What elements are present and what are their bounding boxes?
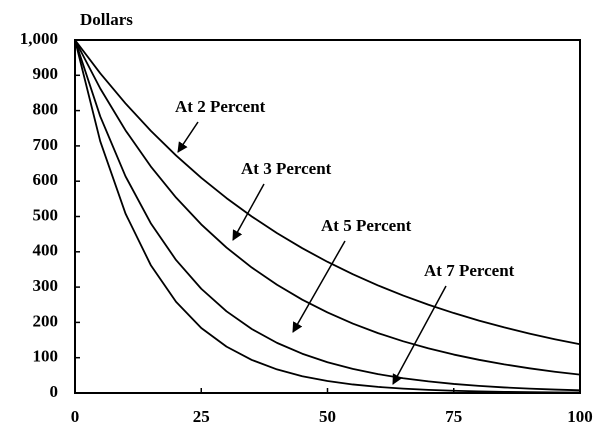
- x-tick-label: 100: [567, 407, 593, 426]
- y-tick-label: 900: [33, 64, 59, 83]
- x-tick-label: 25: [193, 407, 210, 426]
- y-tick-label: 400: [33, 241, 59, 260]
- x-tick-label: 0: [71, 407, 80, 426]
- data-line: [74, 39, 581, 346]
- data-line: [74, 39, 581, 392]
- y-tick-label: 800: [33, 100, 59, 119]
- annotation: At 7 Percent: [424, 261, 515, 280]
- annotation-arrow: [232, 183, 265, 241]
- y-tick-label: 0: [50, 382, 59, 401]
- annotation: At 3 Percent: [241, 159, 332, 178]
- annotation-arrow: [292, 240, 346, 333]
- y-tick-label: 1,000: [20, 29, 58, 48]
- annotation-arrow: [177, 121, 199, 153]
- y-tick-label: 200: [33, 311, 59, 330]
- y-tick-label: 300: [33, 276, 59, 295]
- x-tick-label: 50: [319, 407, 336, 426]
- y-tick-label: 700: [33, 135, 59, 154]
- annotation-arrow: [392, 285, 447, 385]
- annotation: At 5 Percent: [321, 216, 412, 235]
- annotation: At 2 Percent: [175, 97, 266, 116]
- data-line: [74, 39, 581, 394]
- y-tick-label: 500: [33, 205, 59, 224]
- y-axis-label: Dollars: [80, 10, 133, 29]
- data-line: [74, 39, 581, 376]
- y-tick-label: 600: [33, 170, 59, 189]
- y-tick-label: 100: [33, 347, 59, 366]
- x-tick-label: 75: [445, 407, 462, 426]
